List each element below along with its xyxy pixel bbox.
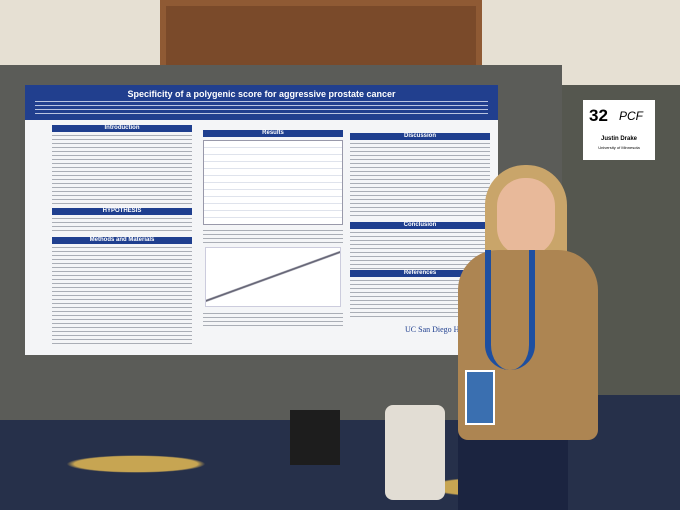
section-header: Methods and Materials (52, 237, 192, 244)
text-block (52, 135, 192, 205)
poster-header: Specificity of a polygenic score for agg… (25, 85, 498, 120)
lanyard (485, 250, 535, 370)
text-block (203, 230, 343, 244)
footer-logo: UC San Diego Health (405, 325, 475, 334)
poster: Specificity of a polygenic score for agg… (25, 85, 498, 355)
section-header: HYPOTHESIS (52, 208, 192, 215)
section-header: Conclusion (350, 222, 490, 229)
text-block (350, 143, 490, 218)
sign-affiliation: University of Minnesota (598, 145, 640, 150)
section-header: Introduction (52, 125, 192, 132)
woman-face (497, 178, 555, 256)
sign: 32 PCF Justin Drake University of Minnes… (583, 100, 655, 160)
text-block (52, 247, 192, 347)
text-block (203, 313, 343, 327)
figure (205, 247, 341, 307)
sign-name: Justin Drake (600, 136, 637, 142)
badge (465, 370, 495, 425)
poster-title: Specificity of a polygenic score for agg… (127, 89, 396, 99)
person-legs-dark (290, 410, 340, 465)
section-header: Results (203, 130, 343, 137)
text-block (52, 218, 192, 232)
results-table (203, 140, 343, 225)
author-lines (35, 101, 488, 117)
sign-logo: PCF (619, 109, 643, 123)
sign-number: 32 (589, 106, 608, 125)
section-header: References (350, 270, 490, 277)
person-legs (385, 405, 445, 500)
section-header: Discussion (350, 133, 490, 140)
